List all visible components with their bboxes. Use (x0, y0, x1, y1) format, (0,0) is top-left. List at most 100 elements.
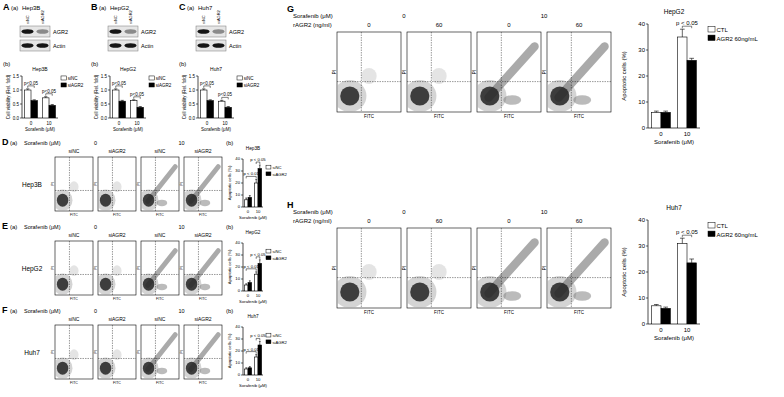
x-axis-label: Sorafenib (μM) (239, 215, 267, 220)
cell-cluster (200, 200, 211, 206)
marks (25, 89, 56, 118)
treatment-label: 60 (436, 218, 443, 224)
dose-label: 0 (94, 224, 97, 230)
error-bar (245, 198, 247, 200)
legend-swatch (266, 256, 271, 260)
panel-sub: (a) (11, 5, 18, 11)
flow-axis-label: PI (94, 182, 98, 185)
cell-core (410, 86, 429, 105)
flow-axis-label: FITC (574, 114, 585, 119)
bar-chart: Hep3BApoptotic cells (%)010203040010Sora… (227, 146, 288, 220)
cell-line: Huh7 (198, 5, 213, 11)
plot-frame (477, 32, 541, 112)
dose-label: 10 (178, 308, 184, 314)
treatment-label: 0 (367, 22, 371, 28)
flow-axis-label: FITC (156, 381, 164, 385)
x-axis-label: Sorafenib (μM) (113, 127, 143, 132)
y-tick-label: 0.0 (101, 116, 108, 121)
y-tick-label: 1.5 (13, 74, 20, 79)
y-tick (646, 272, 648, 273)
legend-label: siNC (244, 76, 254, 81)
y-tick-label: 1.0 (13, 88, 20, 93)
panel-sub: (a) (187, 5, 194, 11)
panel-sub: (a) (10, 224, 17, 230)
quadrant-line (141, 358, 179, 359)
cells (407, 264, 447, 308)
plot-frame (141, 157, 179, 211)
bar (652, 112, 661, 128)
error-bar (680, 29, 685, 37)
y-tick (20, 76, 22, 77)
x-tick-label: 0 (206, 121, 209, 126)
significance-label: p < 0.05 (250, 157, 266, 162)
panel-letter: D (2, 137, 9, 147)
flow-axis-label: FITC (70, 381, 78, 385)
treatment-label: 60 (436, 22, 443, 28)
cell-cluster (573, 291, 591, 301)
lane-label: siAGR2 (40, 9, 45, 24)
group-label: siNC (69, 316, 80, 322)
dose-label: 0 (402, 13, 406, 19)
flow-axis-label: PI (137, 266, 141, 269)
marks (244, 341, 261, 375)
chart-title: Hep3B (246, 146, 260, 151)
quadrant-line (141, 274, 179, 275)
treatment-label: 0 (507, 22, 511, 28)
plot-frame (98, 325, 136, 379)
plot-frame (407, 228, 471, 308)
blot-row-label: Actin (53, 43, 65, 49)
x-axis-label: Sorafenib (μM) (201, 127, 231, 132)
bar (678, 243, 687, 324)
cell-cluster (157, 200, 168, 206)
panel-letter: E (2, 221, 8, 231)
lane-label: siAGR2 (128, 9, 133, 24)
error-bar (663, 111, 668, 112)
y-tick (241, 159, 243, 160)
x-tick-label: 10 (256, 293, 261, 298)
cell-core (550, 86, 569, 105)
bar (31, 101, 37, 118)
lane-label: siAGR2 (216, 9, 221, 24)
cells (547, 46, 605, 112)
y-tick (646, 128, 648, 129)
plot-frame (98, 157, 136, 211)
bar (207, 101, 213, 118)
panel-letter: A (3, 2, 10, 12)
y-tick-label: 20 (235, 348, 240, 353)
plot-frame (407, 32, 471, 112)
bar (248, 283, 252, 291)
quadrant-line (112, 157, 113, 211)
cells (141, 335, 175, 379)
cells (55, 265, 79, 295)
cells (547, 242, 605, 308)
cell-core (100, 194, 111, 207)
x-tick-label: 0 (30, 121, 33, 126)
y-axis-label: Cell viability (Rel. fold) (6, 74, 11, 119)
flow-axis-label: PI (542, 70, 547, 74)
cell-halo (98, 357, 115, 379)
cell-halo (337, 80, 366, 112)
error-bar (654, 305, 659, 306)
cell-line: Hep3B (22, 181, 42, 189)
legend-label: siNC (272, 249, 281, 254)
cell-core (186, 278, 197, 291)
flow-plot: PIFITC (180, 325, 223, 385)
significance-bracket (256, 338, 260, 340)
blot-row-label: Actin (141, 43, 153, 49)
y-tick (241, 207, 243, 208)
y-axis-label: Apoptotic cells (%) (227, 249, 232, 284)
lane-label: siNC (113, 15, 118, 24)
flow-axis-label: PI (51, 182, 55, 185)
significance-label: p < 0.05 (250, 333, 266, 338)
cell-core (143, 362, 154, 375)
flow-plot: PIFITC (137, 325, 180, 385)
y-tick (241, 327, 243, 328)
legend-swatch (149, 83, 154, 87)
legend-label: siAGR2 (272, 340, 287, 345)
plot-frame (337, 228, 401, 308)
quadrant-line (337, 277, 401, 278)
y-tick-label: 0.5 (101, 102, 108, 107)
cells (337, 264, 377, 308)
legend-label: siAGR2 (156, 83, 172, 88)
y-tick (646, 76, 648, 77)
